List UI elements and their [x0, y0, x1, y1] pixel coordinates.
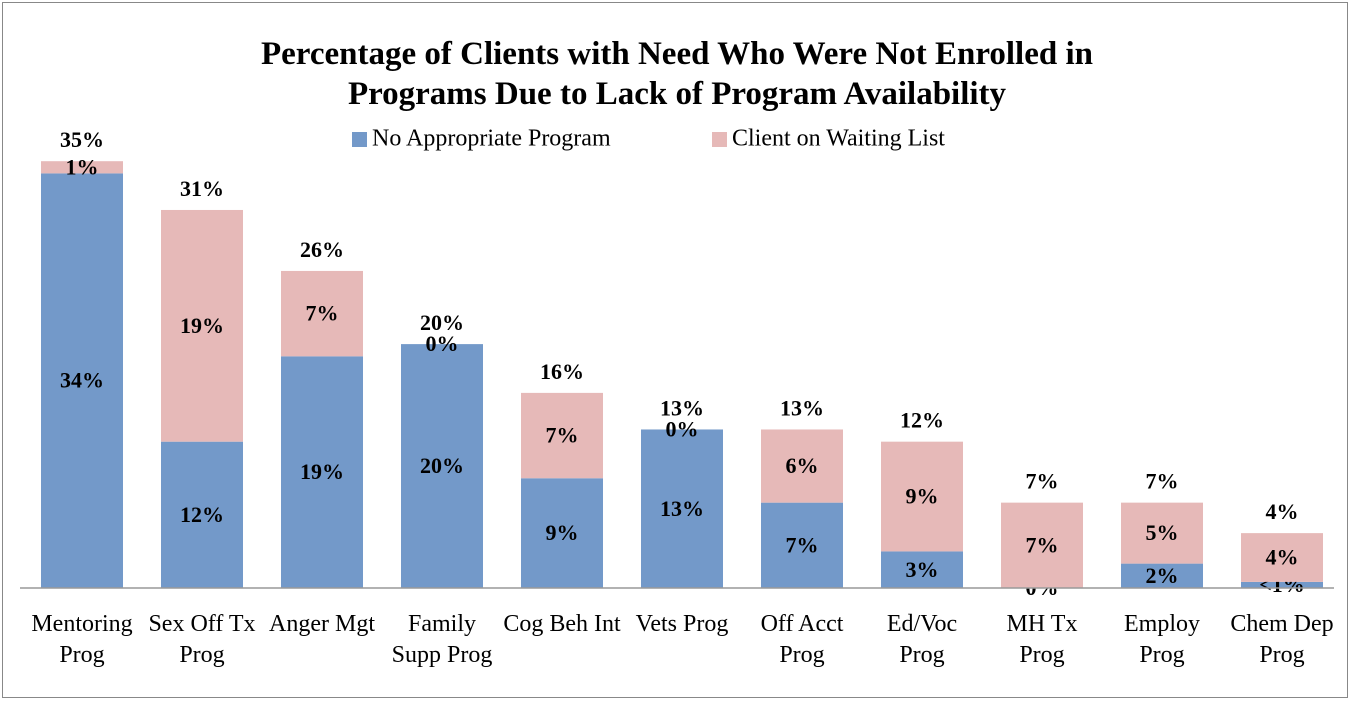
- total-label: 12%: [900, 408, 944, 433]
- bar-segment: [1121, 502, 1203, 564]
- data-label: 7%: [1026, 532, 1059, 557]
- x-tick-label: Employ Prog: [1124, 611, 1200, 668]
- total-label: 16%: [540, 359, 584, 384]
- total-label: 31%: [180, 176, 224, 201]
- x-tick-label: Vets Prog: [635, 611, 729, 637]
- total-label: 4%: [1266, 499, 1299, 524]
- bar-segment: [401, 344, 483, 588]
- bar-segment: [641, 429, 723, 588]
- x-tick-label: MH Tx Prog: [1006, 611, 1078, 668]
- bar-segment: [41, 161, 123, 174]
- chart-title: Percentage of Clients with Need Who Were…: [261, 36, 1093, 112]
- total-label: 7%: [1026, 469, 1059, 494]
- data-label: 0%: [426, 331, 459, 356]
- total-label: 7%: [1146, 469, 1179, 494]
- legend-label: Client on Waiting List: [732, 126, 945, 152]
- bar-segment: [1121, 563, 1203, 588]
- x-tick-label: Anger Mgt: [269, 611, 375, 637]
- bar-segment: [521, 478, 603, 588]
- data-label: 2%: [1146, 563, 1179, 588]
- bar-segment: [41, 173, 123, 588]
- bar-segment: [1241, 581, 1323, 588]
- data-label: 13%: [660, 496, 704, 521]
- legend-label: No Appropriate Program: [372, 126, 611, 152]
- total-label: 20%: [420, 310, 464, 335]
- chart-title-box: Percentage of Clients with Need Who Were…: [0, 34, 1354, 114]
- data-label: 19%: [180, 313, 224, 338]
- bar-segment: [161, 441, 243, 588]
- legend-swatch: [712, 132, 727, 147]
- bar-segment: [1001, 502, 1083, 588]
- data-label: 6%: [786, 453, 819, 478]
- x-tick-label: Chem Dep Prog: [1230, 611, 1334, 668]
- bar-segment: [881, 551, 963, 588]
- x-tick-label: Family Supp Prog: [391, 611, 493, 668]
- bar-segment: [761, 502, 843, 588]
- bar-segment: [281, 356, 363, 588]
- data-label: 0%: [666, 417, 699, 442]
- x-tick-label: Off Acct Prog: [760, 611, 844, 668]
- data-label: 9%: [906, 484, 939, 509]
- x-tick-label: Mentoring Prog: [31, 611, 133, 668]
- data-label: 7%: [546, 423, 579, 448]
- data-label: 19%: [300, 459, 344, 484]
- data-label: 20%: [420, 453, 464, 478]
- data-label: 34%: [60, 368, 104, 393]
- bar-segment: [521, 392, 603, 479]
- bar-segment: [761, 429, 843, 503]
- bar-segment: [881, 441, 963, 552]
- x-tick-label: Sex Off Tx Prog: [148, 611, 256, 668]
- data-label: 5%: [1146, 520, 1179, 545]
- total-label: 13%: [780, 396, 824, 421]
- bar-segment: [281, 270, 363, 357]
- data-label: 3%: [906, 557, 939, 582]
- total-label: 26%: [300, 237, 344, 262]
- x-tick-label: Ed/Voc Prog: [886, 611, 958, 668]
- data-label: 9%: [546, 520, 579, 545]
- total-label: 13%: [660, 396, 704, 421]
- data-label: 7%: [786, 532, 819, 557]
- legend-swatch: [352, 132, 367, 147]
- data-label: 7%: [306, 301, 339, 326]
- data-label: 12%: [180, 502, 224, 527]
- data-label: 1%: [66, 154, 99, 179]
- total-label: 35%: [60, 127, 104, 152]
- x-tick-label: Cog Beh Int: [503, 611, 621, 637]
- data-label: 4%: [1266, 545, 1299, 570]
- bar-segment: [1241, 533, 1323, 582]
- bar-segment: [161, 209, 243, 442]
